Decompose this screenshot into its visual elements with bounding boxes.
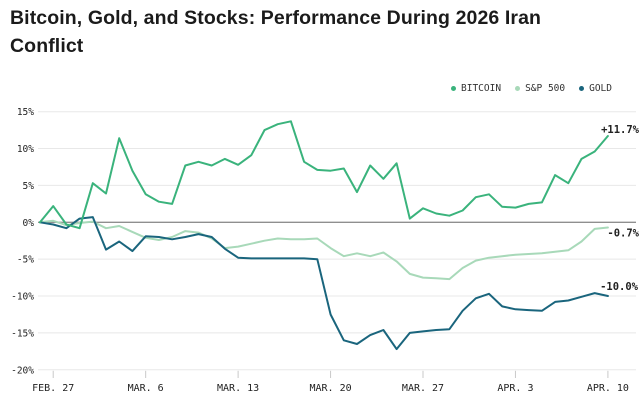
series-line-gold [39, 216, 609, 351]
series-end-label: +11.7% [601, 124, 640, 136]
legend-item-gold: GOLD [579, 83, 612, 94]
legend-dot-icon [515, 86, 521, 91]
legend-item-s-p-500: S&P 500 [515, 83, 565, 94]
legend-item-bitcoin: BITCOIN [451, 83, 501, 94]
legend-label: GOLD [589, 83, 612, 94]
x-axis-tick-label: APR. 3 [497, 383, 533, 394]
x-axis-tick-label: MAR. 20 [309, 383, 351, 394]
y-axis-tick-label: -5% [17, 255, 34, 266]
series-line-bitcoin [39, 120, 609, 230]
series-end-label: -10.0% [600, 281, 639, 293]
x-axis-tick-label: MAR. 13 [217, 383, 259, 394]
x-axis-tick-label: APR. 10 [587, 383, 629, 394]
y-axis-tick-label: -15% [11, 328, 34, 339]
series-end-label: -0.7% [607, 227, 639, 239]
y-axis-tick-label: -10% [11, 292, 34, 303]
x-axis-tick-label: MAR. 27 [402, 383, 444, 394]
x-axis-tick-label: FEB. 27 [32, 383, 74, 394]
legend-label: S&P 500 [525, 83, 566, 94]
legend-dot-icon [579, 86, 585, 91]
page-title: Bitcoin, Gold, and Stocks: Performance D… [10, 7, 542, 57]
legend-dot-icon [451, 86, 457, 91]
chart-legend: BITCOIN S&P 500 GOLD [451, 83, 612, 94]
series-line-s-p-500 [39, 219, 609, 281]
y-axis-tick-label: -20% [11, 365, 34, 376]
y-axis-tick-label: 5% [23, 181, 35, 192]
y-axis-tick-label: 15% [17, 107, 34, 118]
y-axis-tick-label: 10% [17, 144, 34, 155]
legend-label: BITCOIN [461, 83, 502, 94]
y-axis-tick-label: 0% [23, 218, 35, 229]
x-axis-tick-label: MAR. 6 [128, 383, 164, 394]
